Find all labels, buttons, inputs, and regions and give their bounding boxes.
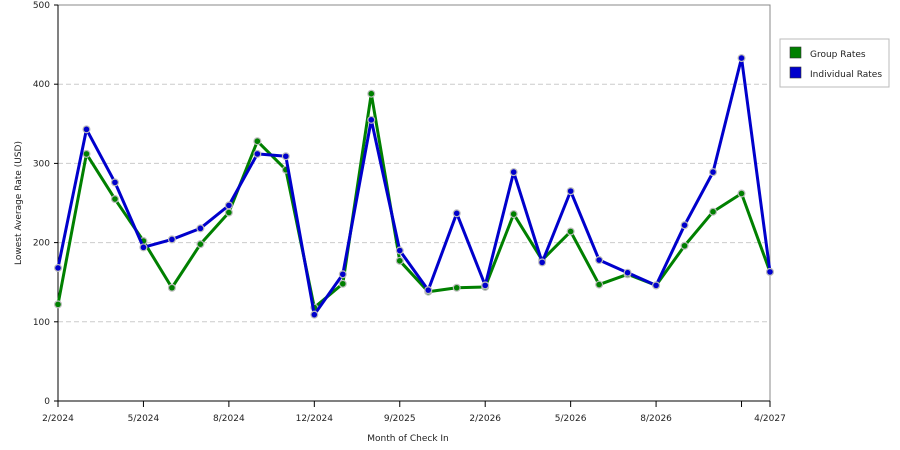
- x-tick-label: 8/2024: [213, 414, 245, 424]
- legend-label-individual-rates: Individual Rates: [810, 70, 882, 80]
- data-point: [595, 256, 604, 265]
- data-point: [395, 256, 404, 265]
- data-point: [652, 281, 661, 290]
- y-axis-title: Lowest Average Rate (USD): [14, 141, 24, 265]
- data-point: [680, 241, 689, 250]
- data-point: [167, 235, 176, 244]
- data-point: [765, 267, 774, 276]
- data-point: [281, 152, 290, 161]
- x-tick-label: 12/2024: [296, 414, 334, 424]
- data-point: [338, 279, 347, 288]
- data-point: [709, 207, 718, 216]
- data-point: [82, 149, 91, 158]
- y-tick-label: 100: [33, 318, 50, 328]
- y-tick-label: 0: [44, 397, 50, 407]
- data-point: [509, 168, 518, 177]
- series-1: [53, 54, 774, 319]
- data-point: [737, 189, 746, 198]
- data-point: [53, 300, 62, 309]
- data-point: [623, 268, 632, 277]
- legend-swatch-group-rates: [789, 46, 802, 59]
- data-point: [367, 115, 376, 124]
- data-point: [566, 187, 575, 196]
- data-point: [253, 149, 262, 158]
- x-tick-label: 4/2027: [754, 414, 786, 424]
- legend-label-group-rates: Group Rates: [810, 50, 866, 60]
- data-point: [595, 280, 604, 289]
- data-point: [737, 54, 746, 63]
- y-tick-label: 200: [33, 239, 50, 249]
- data-point: [224, 201, 233, 210]
- data-point: [509, 210, 518, 219]
- data-point: [82, 125, 91, 134]
- data-point: [452, 209, 461, 218]
- grid-lines: [58, 83, 770, 323]
- data-point: [167, 283, 176, 292]
- series-group: [53, 54, 774, 319]
- data-point: [196, 224, 205, 233]
- data-point: [110, 178, 119, 187]
- x-axis-title: Month of Check In: [367, 434, 449, 444]
- data-point: [538, 258, 547, 267]
- x-tick-label: 2/2026: [469, 414, 501, 424]
- data-point: [338, 270, 347, 279]
- x-tick-label: 8/2026: [640, 414, 672, 424]
- data-point: [253, 137, 262, 146]
- y-tick-label: 300: [33, 159, 50, 169]
- data-point: [395, 246, 404, 255]
- data-point: [196, 240, 205, 249]
- x-tick-label: 2/2024: [42, 414, 74, 424]
- data-point: [310, 310, 319, 319]
- legend: Group Rates Individual Rates: [779, 38, 890, 88]
- data-point: [53, 263, 62, 272]
- x-tick-label: 9/2025: [384, 414, 416, 424]
- y-tick-label: 500: [33, 1, 50, 11]
- data-point: [481, 281, 490, 290]
- legend-swatch-individual-rates: [789, 66, 802, 79]
- series-line: [56, 56, 772, 317]
- data-point: [367, 89, 376, 98]
- data-point: [680, 221, 689, 230]
- y-axis: 0 100 200 300 400 500: [33, 1, 59, 407]
- plot-area: [57, 4, 771, 402]
- data-point: [709, 168, 718, 177]
- data-point: [224, 208, 233, 217]
- data-point: [452, 283, 461, 292]
- data-point: [139, 243, 148, 252]
- x-axis: 2/2024 5/2024 8/2024 12/2024 9/2025 2/2026 5/2…: [42, 400, 786, 424]
- data-point: [566, 227, 575, 236]
- data-point: [110, 195, 119, 204]
- x-tick-label: 5/2024: [128, 414, 160, 424]
- y-tick-label: 400: [33, 80, 50, 90]
- x-tick-label: 5/2026: [555, 414, 587, 424]
- data-point: [424, 286, 433, 295]
